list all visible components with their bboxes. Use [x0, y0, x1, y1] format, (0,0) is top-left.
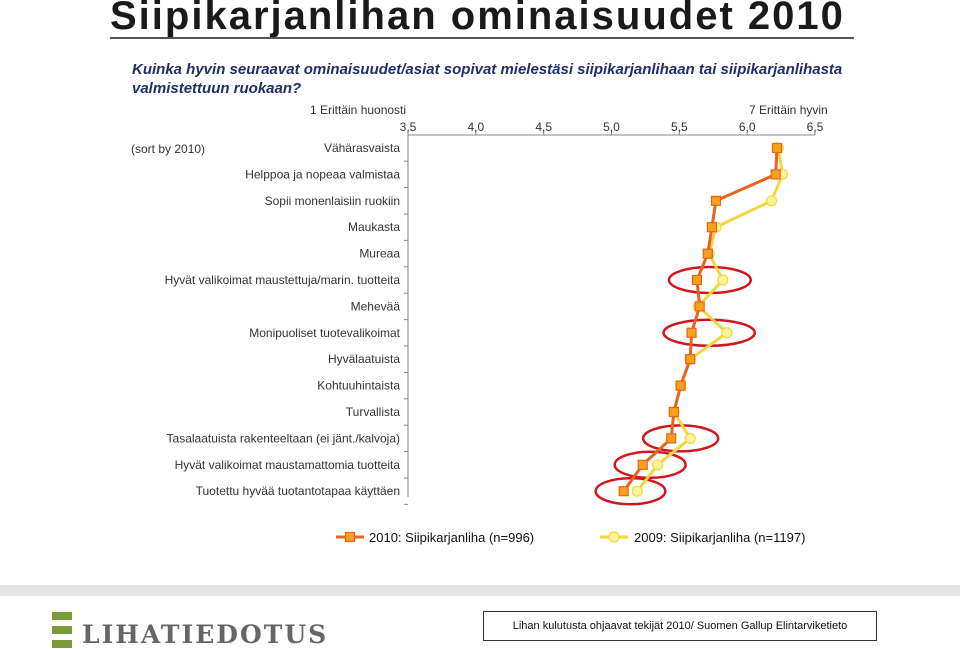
- highlight-ring: [662, 318, 757, 348]
- x-tick-label: 5,0: [603, 120, 620, 134]
- x-tick-label: 3,5: [400, 120, 417, 134]
- sort-note: (sort by 2010): [131, 142, 206, 156]
- data-point-2009: [631, 485, 643, 497]
- x-tick-label: 4,5: [535, 120, 552, 134]
- category-label: Maukasta: [348, 220, 400, 234]
- legend-marker: [344, 531, 356, 543]
- data-point-2009: [717, 274, 729, 286]
- data-point-2010: [706, 222, 717, 233]
- category-label: Vähärasvaista: [324, 141, 400, 155]
- category-label: Helppoa ja nopeaa valmistaa: [245, 167, 400, 181]
- category-label: Sopii monenlaisiin ruokiin: [265, 194, 400, 208]
- data-point-2009: [684, 432, 696, 444]
- data-point-2010: [691, 274, 703, 286]
- page-title: Siipikarjanlihan ominaisuudet 2010: [110, 0, 845, 38]
- category-label: Hyvät valikoimat maustamattomia tuotteit…: [175, 458, 401, 472]
- logo-icon: [52, 612, 72, 648]
- line-chart: 3,5 4,0 4,5 5,0 5,5 6,0 6,5 Vähärasvaista Helpp…: [165, 120, 824, 545]
- legend: 2010: Siipikarjanliha (n=996) 2009: Siipi…: [336, 530, 805, 545]
- data-point-2010: [710, 195, 722, 206]
- category-label: Turvallista: [346, 405, 401, 419]
- scale-min-label: 1 Erittäin huonosti: [310, 103, 407, 117]
- axis-layer: 3,5 4,0 4,5 5,0 5,5 6,0 6,5: [400, 120, 824, 505]
- series-layer: [618, 142, 789, 497]
- title-underline: [110, 37, 854, 39]
- legend-label: 2010: Siipikarjanliha (n=996): [369, 530, 534, 545]
- highlight-ring: [594, 476, 667, 506]
- data-point-2010: [668, 406, 680, 418]
- legend-marker: [608, 531, 620, 543]
- data-point-2010: [770, 169, 781, 180]
- logo-text: LIHATIEDOTUS: [82, 620, 329, 649]
- survey-question: Kuinka hyvin seuraavat ominaisuudet/asia…: [132, 61, 843, 97]
- scale-max-label: 7 Erittäin hyvin: [749, 103, 828, 117]
- category-label: Mureaa: [359, 247, 400, 261]
- x-tick-label: 6,0: [739, 120, 756, 134]
- x-tick-label: 6,5: [807, 120, 824, 134]
- category-label: Hyvät valikoimat maustettuja/marin. tuot…: [165, 273, 401, 287]
- data-point-2010: [685, 354, 696, 365]
- category-label: Mehevää: [351, 299, 401, 313]
- data-point-2010: [675, 380, 686, 391]
- x-tick-label: 5,5: [671, 120, 688, 134]
- category-label: Hyvälaatuista: [328, 352, 400, 366]
- category-label: Tuotettu hyvää tuotantotapaa käyttäen: [196, 484, 400, 498]
- source-text: Lihan kulutusta ohjaavat tekijät 2010/ S…: [512, 620, 848, 632]
- category-labels: Vähärasvaista Helppoa ja nopeaa valmistaa…: [165, 141, 401, 498]
- data-point-2009: [765, 195, 778, 207]
- legend-label: 2009: Siipikarjanliha (n=1197): [634, 530, 805, 545]
- category-label: Monipuoliset tuotevalikoimat: [249, 326, 400, 340]
- data-point-2010: [771, 142, 783, 154]
- data-point-2010: [666, 433, 677, 444]
- category-label: Tasalaatuista rakenteeltaan (ei jänt./ka…: [167, 431, 400, 445]
- data-point-2009: [652, 459, 664, 471]
- footer-band: [0, 585, 960, 596]
- data-point-2010: [694, 301, 705, 312]
- highlight-ring: [613, 450, 687, 480]
- data-point-2009: [721, 327, 733, 339]
- data-point-2010: [637, 459, 648, 470]
- data-point-2010: [618, 486, 629, 497]
- highlight-ring: [667, 265, 752, 295]
- category-label: Kohtuuhintaista: [317, 379, 400, 393]
- x-tick-label: 4,0: [467, 120, 484, 134]
- source-note: Lihan kulutusta ohjaavat tekijät 2010/ S…: [483, 611, 877, 641]
- data-point-2010: [686, 327, 697, 338]
- data-point-2010: [702, 248, 713, 259]
